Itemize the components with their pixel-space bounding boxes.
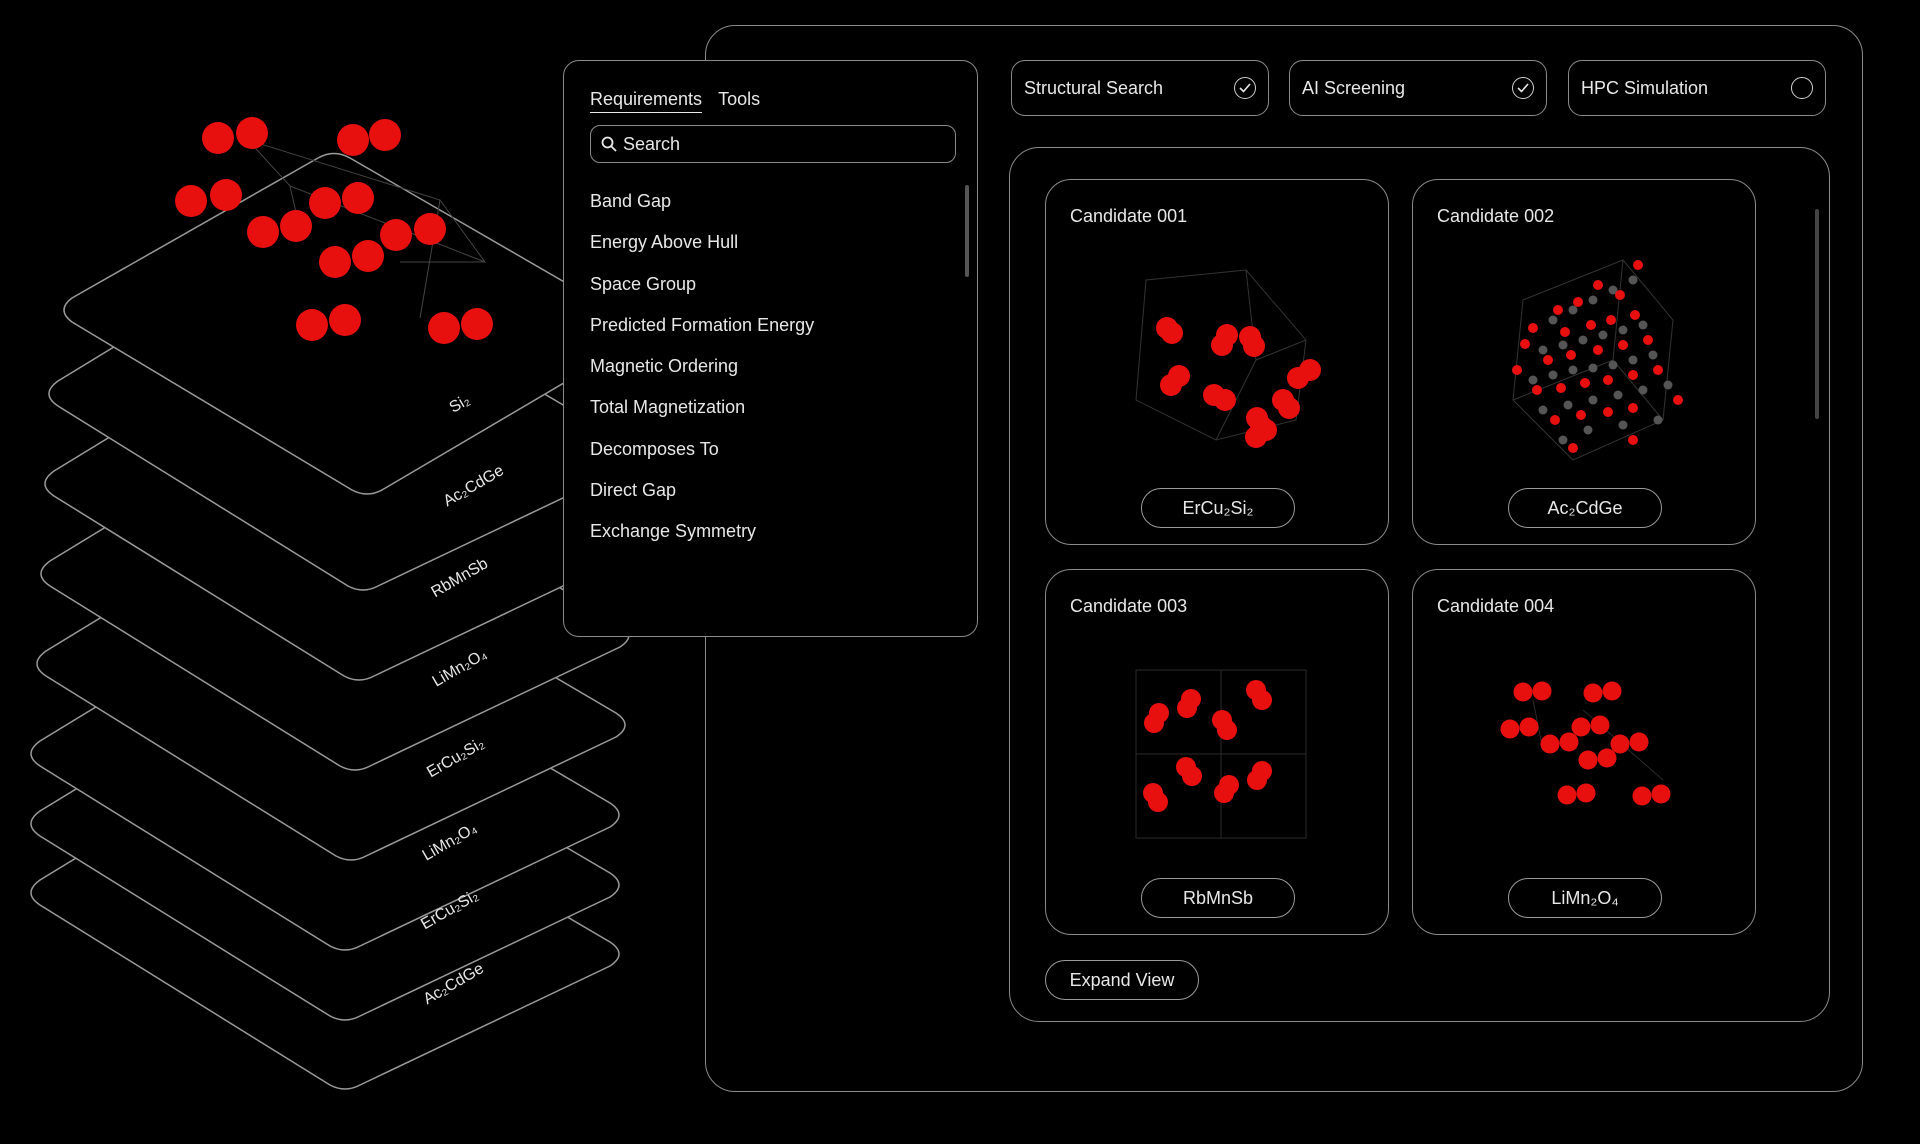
toggle-ai-screening[interactable]: AI Screening xyxy=(1289,60,1547,116)
formula-pill[interactable]: LiMn₂O₄ xyxy=(1508,878,1662,918)
toggle-label: Structural Search xyxy=(1024,77,1164,98)
search-input[interactable]: Search xyxy=(590,125,956,163)
requirement-item[interactable]: Band Gap xyxy=(590,191,672,211)
formula-pill[interactable]: ErCu₂Si₂ xyxy=(1141,488,1295,528)
search-icon xyxy=(601,136,617,152)
crystal-structure-image xyxy=(1512,259,1683,461)
unchecked-circle-icon xyxy=(1791,77,1813,99)
crystal-structure-image xyxy=(1135,669,1307,839)
toggle-hpc-simulation[interactable]: HPC Simulation xyxy=(1568,60,1826,116)
requirements-list: Band Gap Energy Above Hull Space Group P… xyxy=(590,181,814,553)
formula-pill[interactable]: Ac₂CdGe xyxy=(1508,488,1662,528)
top-molecules xyxy=(175,117,493,344)
search-text: Search xyxy=(623,133,681,154)
candidate-title: Candidate 002 xyxy=(1437,206,1555,226)
requirement-item[interactable]: Magnetic Ordering xyxy=(590,356,739,377)
candidate-title: Candidate 003 xyxy=(1070,596,1188,616)
requirement-item[interactable]: Direct Gap xyxy=(590,480,677,501)
top-lattice xyxy=(246,138,487,319)
candidate-card[interactable]: Candidate 003 RbMnSb xyxy=(1045,569,1389,935)
candidate-card[interactable]: Candidate 002 Ac₂CdGe xyxy=(1412,179,1756,545)
requirement-item[interactable]: Decomposes To xyxy=(590,438,719,459)
requirement-item[interactable]: Total Magnetization xyxy=(590,397,746,418)
candidate-title: Candidate 004 xyxy=(1437,596,1555,616)
candidate-card[interactable]: Candidate 001 ErCu₂Si₂ xyxy=(1045,179,1389,545)
crystal-structure-image xyxy=(1135,269,1321,448)
checkmark-icon xyxy=(1234,77,1256,99)
toggle-label: AI Screening xyxy=(1302,77,1406,98)
candidate-card[interactable]: Candidate 004 LiMn₂O₄ xyxy=(1412,569,1756,935)
toggle-structural-search[interactable]: Structural Search xyxy=(1011,60,1269,116)
checkmark-icon xyxy=(1512,77,1534,99)
requirement-item[interactable]: Space Group xyxy=(590,273,697,294)
expand-view-button[interactable]: Expand View xyxy=(1045,960,1199,1000)
requirements-panel: Requirements Tools Search Band Gap Energ… xyxy=(563,60,978,637)
crystal-structure-image xyxy=(1500,681,1671,806)
tab-requirements[interactable]: Requirements xyxy=(590,89,703,113)
layer-stack: Si₂ Ac₂CdGe RbMnSb LiMn₂O₄ ErCu₂Si₂ LiMn… xyxy=(30,117,639,1090)
candidate-title: Candidate 001 xyxy=(1070,206,1188,226)
formula-pill[interactable]: RbMnSb xyxy=(1141,878,1295,918)
panel-tabs: Requirements Tools xyxy=(590,89,760,113)
requirements-scrollbar[interactable] xyxy=(965,185,969,277)
tab-tools[interactable]: Tools xyxy=(718,89,761,109)
toggle-label: HPC Simulation xyxy=(1581,77,1709,98)
results-scrollbar[interactable] xyxy=(1815,209,1819,419)
requirement-item[interactable]: Predicted Formation Energy xyxy=(590,314,815,335)
requirement-item[interactable]: Energy Above Hull xyxy=(590,232,739,253)
requirement-item[interactable]: Exchange Symmetry xyxy=(590,521,757,542)
